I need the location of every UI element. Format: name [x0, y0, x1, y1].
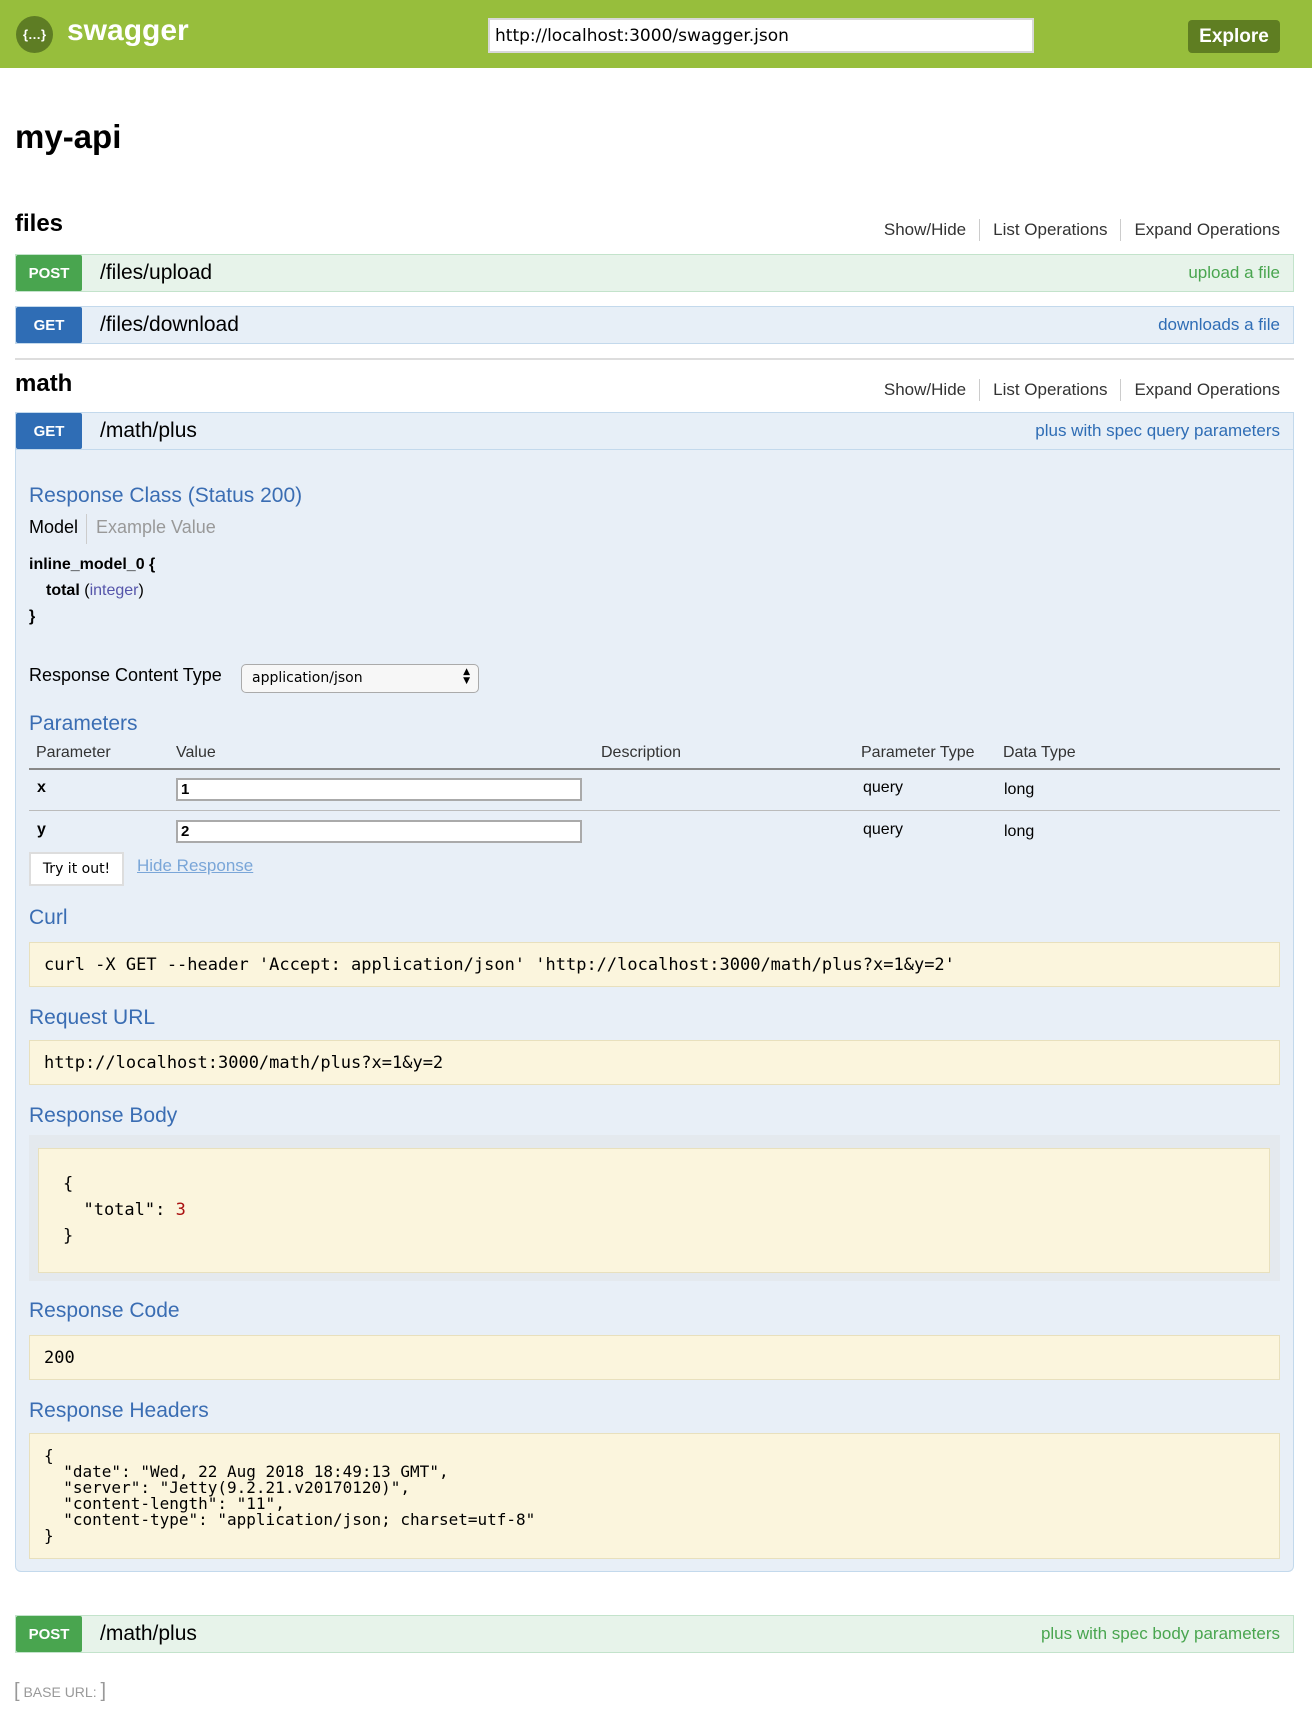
operation-post-math-plus[interactable]: POST /math/plus plus with spec body para…	[15, 1615, 1294, 1653]
base-url-label: BASE URL:	[23, 1684, 97, 1700]
bracket: [	[14, 1680, 20, 1702]
show-hide-link[interactable]: Show/Hide	[883, 220, 967, 239]
operation-details-panel	[15, 450, 1294, 1572]
operation-path[interactable]: /files/upload	[100, 261, 213, 284]
operation-get-files-download[interactable]: GET /files/download downloads a file	[15, 306, 1294, 344]
param-y-input[interactable]	[176, 820, 582, 843]
list-operations-link[interactable]: List Operations	[979, 219, 1120, 241]
method-badge: GET	[16, 413, 82, 449]
base-url-footer: [ BASE URL: ]	[14, 1680, 106, 1703]
operation-summary[interactable]: plus with spec query parameters	[1035, 421, 1280, 440]
brand-name: swagger	[67, 14, 189, 47]
method-badge: POST	[16, 255, 82, 291]
swagger-logo-icon: {…}	[16, 16, 53, 53]
selected-value: application/json	[252, 670, 363, 686]
method-badge: POST	[16, 1616, 82, 1652]
operation-get-math-plus[interactable]: GET /math/plus plus with spec query para…	[15, 412, 1294, 450]
resource-title-math: math	[15, 370, 73, 397]
operation-summary[interactable]: plus with spec body parameters	[1040, 1624, 1280, 1643]
bracket: ]	[100, 1680, 107, 1702]
api-title: my-api	[15, 118, 122, 155]
expand-operations-link[interactable]: Expand Operations	[1120, 219, 1280, 241]
top-bar: {…} swagger Explore	[0, 0, 1312, 68]
operation-path[interactable]: /files/download	[100, 313, 239, 336]
operation-path[interactable]: /math/plus	[100, 1622, 197, 1645]
operation-path[interactable]: /math/plus	[100, 419, 197, 442]
explore-button[interactable]: Explore	[1188, 20, 1280, 53]
param-x-input[interactable]	[176, 778, 582, 801]
hide-response-link[interactable]: Hide Response	[137, 856, 254, 875]
list-operations-link[interactable]: List Operations	[979, 379, 1120, 401]
resource-links-math: Show/Hide List Operations Expand Operati…	[871, 379, 1280, 401]
operation-summary[interactable]: downloads a file	[1158, 315, 1280, 334]
spec-url-input[interactable]	[488, 18, 1034, 53]
operation-summary[interactable]: upload a file	[1188, 263, 1280, 282]
content-type-select[interactable]: application/json ▲ ▼	[241, 664, 479, 693]
operation-post-files-upload[interactable]: POST /files/upload upload a file	[15, 254, 1294, 292]
resource-links-files: Show/Hide List Operations Expand Operati…	[871, 219, 1280, 241]
method-badge: GET	[16, 307, 82, 343]
show-hide-link[interactable]: Show/Hide	[883, 380, 967, 399]
resource-title-files: files	[15, 210, 64, 237]
resource-divider	[15, 358, 1294, 360]
try-it-out-button[interactable]: Try it out!	[29, 852, 124, 886]
expand-operations-link[interactable]: Expand Operations	[1120, 379, 1280, 401]
select-arrows-icon: ▲ ▼	[463, 667, 470, 686]
